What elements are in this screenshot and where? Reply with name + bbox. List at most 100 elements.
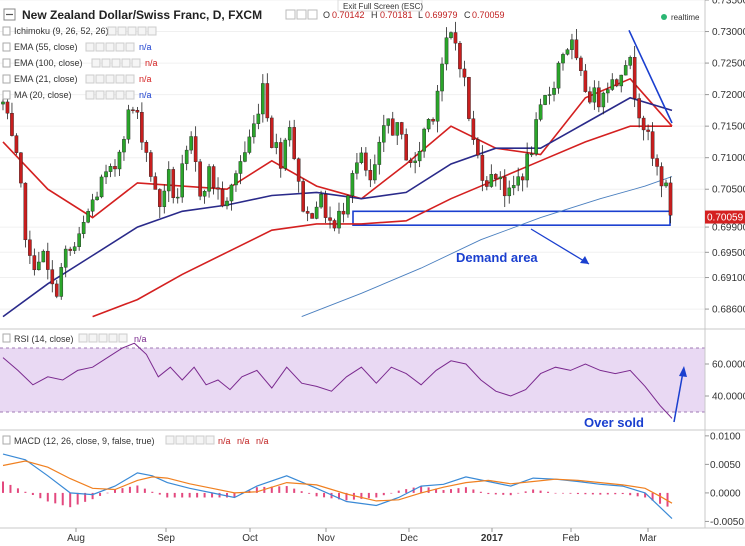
over-sold-label: Over sold <box>584 415 644 430</box>
candle <box>538 98 543 122</box>
indicator-settings-icons[interactable] <box>85 74 135 84</box>
indicator-label: Ichimoku (9, 26, 52, 26) <box>14 26 109 36</box>
macd-histogram-bar <box>315 492 318 497</box>
candle <box>646 124 650 141</box>
macd-histogram-bar <box>225 492 228 498</box>
candle <box>274 133 279 155</box>
collapse-icon[interactable] <box>3 8 16 21</box>
macd-histogram-bar <box>270 486 273 493</box>
candle <box>238 155 243 185</box>
candle <box>122 136 126 161</box>
rsi-settings-icons[interactable] <box>78 333 128 343</box>
candle <box>390 111 395 136</box>
indicator-settings-icons[interactable] <box>85 90 135 100</box>
time-tick-label: Feb <box>562 533 580 544</box>
candle <box>81 215 86 239</box>
candle <box>574 29 579 61</box>
candle <box>23 182 28 248</box>
demand-area-label: Demand area <box>456 250 538 265</box>
indicator-toggle-icon[interactable] <box>2 26 11 36</box>
candle <box>269 115 274 149</box>
macd-histogram-bar <box>143 488 146 493</box>
macd-histogram-bar <box>151 491 154 493</box>
macd-histogram-bar <box>644 492 647 498</box>
macd-histogram-bar <box>345 492 348 501</box>
candle <box>597 80 601 113</box>
macd-histogram-bar <box>158 492 161 495</box>
candle <box>655 154 659 176</box>
indicator-value: n/a <box>139 74 152 84</box>
symbol-settings-icons[interactable] <box>285 9 318 20</box>
indicator-toggle-icon[interactable] <box>2 58 11 68</box>
candle <box>511 175 516 196</box>
candle <box>471 110 476 145</box>
candle <box>166 161 171 203</box>
candle <box>229 183 234 211</box>
macd-histogram-bar <box>427 487 430 493</box>
indicator-row: EMA (100, close) n/a <box>2 58 158 68</box>
candle <box>395 122 400 146</box>
indicator-toggle-icon[interactable] <box>2 42 11 52</box>
demand-arrow <box>530 228 590 265</box>
candle <box>45 242 50 280</box>
macd-collapse-icon[interactable] <box>2 435 11 445</box>
candle <box>261 74 265 123</box>
indicator-settings-icons[interactable] <box>107 26 157 36</box>
macd-histogram-bar <box>547 491 550 493</box>
candle <box>485 176 489 191</box>
macd-histogram-bar <box>524 491 527 493</box>
candle <box>14 133 19 155</box>
macd-settings-icons[interactable] <box>165 435 215 445</box>
time-axis[interactable]: Aug Sep Oct Nov Dec 2017 Feb Mar <box>67 528 657 544</box>
candle <box>413 152 417 174</box>
rsi-up-arrow <box>673 366 687 423</box>
ohlc-open-key: O <box>323 10 330 20</box>
indicator-settings-icons[interactable] <box>85 42 135 52</box>
candle <box>153 172 158 190</box>
ohlc-low-value: 0.69979 <box>425 10 458 20</box>
macd-histogram-bar <box>136 485 139 493</box>
chart-header: New Zealand Dollar/Swiss Franc, D, FXCM … <box>3 0 700 22</box>
macd-histogram-bar <box>457 488 460 493</box>
candle <box>498 171 503 191</box>
macd-histogram-bar <box>382 492 385 496</box>
candle <box>623 60 628 76</box>
macd-histogram-bar <box>113 489 116 493</box>
indicator-row: MA (20, close) n/a <box>2 90 152 100</box>
candle <box>54 280 59 299</box>
candle <box>175 188 180 204</box>
macd-histogram-bar <box>39 492 42 499</box>
candle <box>364 147 368 177</box>
rsi-value: n/a <box>134 334 147 344</box>
price-tick-label: 0.73000 <box>712 27 745 38</box>
candle <box>507 180 512 204</box>
exit-fullscreen-tooltip[interactable]: Exit Full Screen (ESC) <box>337 0 423 12</box>
candle <box>462 60 467 87</box>
candle <box>431 117 435 125</box>
indicator-toggle-icon[interactable] <box>2 90 11 100</box>
indicator-label: EMA (100, close) <box>14 58 83 68</box>
macd-legend: MACD (12, 26, close, 9, false, true) n/a… <box>2 435 269 446</box>
candle <box>547 86 552 105</box>
candle <box>319 190 323 209</box>
candle <box>525 142 529 188</box>
candle <box>77 226 81 251</box>
indicator-value: n/a <box>139 42 152 52</box>
candle <box>493 173 498 187</box>
rsi-pane[interactable] <box>0 342 705 423</box>
candle <box>426 118 431 133</box>
rsi-collapse-icon[interactable] <box>2 333 11 343</box>
indicator-settings-icons[interactable] <box>91 58 141 68</box>
price-pane[interactable] <box>0 0 705 328</box>
candle <box>59 262 64 300</box>
macd-series-line <box>2 460 673 504</box>
trend-line <box>628 29 673 124</box>
candle <box>225 197 229 210</box>
macd-histogram-bar <box>442 490 445 493</box>
macd-pane[interactable] <box>2 453 673 520</box>
indicator-toggle-icon[interactable] <box>2 74 11 84</box>
chart-title: New Zealand Dollar/Swiss Franc, D, FXCM <box>22 8 262 22</box>
price-axis[interactable]: 0.73500 0.73000 0.72500 0.72000 0.71500 0.710… <box>705 0 745 316</box>
realtime-label: realtime <box>671 13 700 22</box>
